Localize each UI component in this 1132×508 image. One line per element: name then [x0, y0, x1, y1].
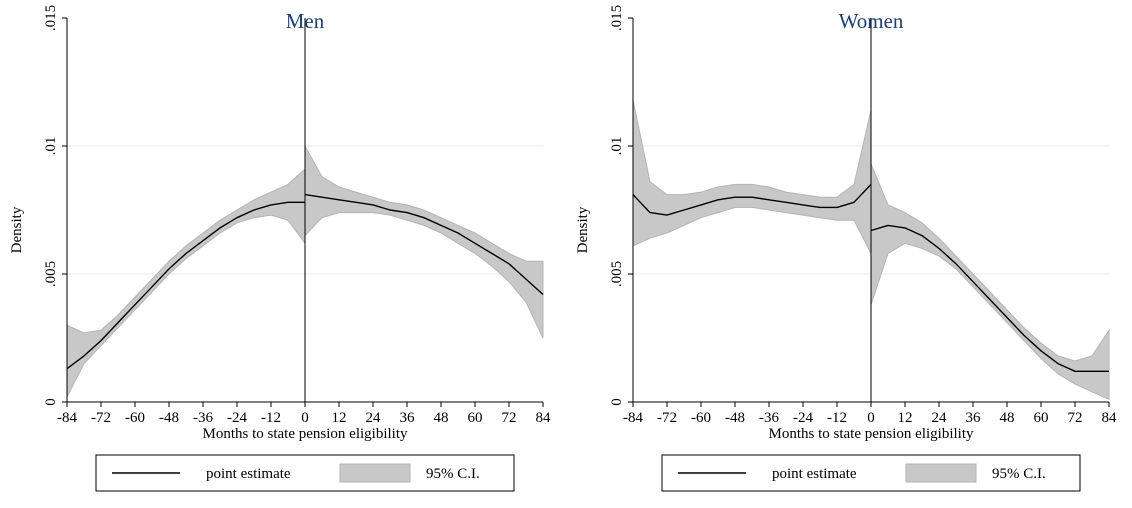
x-tick-label: 12: [332, 410, 347, 426]
estimate-lines: [66, 193, 544, 370]
ci-band: [870, 224, 1110, 401]
x-tick-label: -36: [759, 410, 779, 426]
x-tick-label: 84: [536, 410, 552, 426]
x-tick-label: 84: [1102, 410, 1118, 426]
y-axis-title: Density: [575, 206, 591, 253]
y-tick-label: .005: [43, 261, 59, 287]
x-tick-label: -48: [725, 410, 745, 426]
chart-title: Men: [286, 9, 325, 33]
y-tick-label: .015: [609, 5, 625, 31]
estimate-lines: [632, 183, 1109, 372]
estimate-line: [870, 224, 1109, 372]
x-tick-label: 0: [301, 410, 309, 426]
chart-men: 0 .005 .01 .015 -84 -72 -60 -48 -36 -24 -12 0 12 24 36…: [9, 5, 552, 492]
x-tick-label: -24: [227, 410, 247, 426]
x-tick-label: -48: [159, 410, 179, 426]
y-tick-label: .01: [43, 137, 59, 156]
legend-swatch-band: [905, 463, 977, 483]
x-tick-label: -24: [793, 410, 813, 426]
x-tick-label: -60: [691, 410, 711, 426]
legend-label-ci: 95% C.I.: [426, 466, 480, 482]
panel-women: 0 .005 .01 .015 -84 -72 -60 -48 -36 -24 -12 0 12 24 36…: [566, 0, 1132, 508]
x-tick-label: 48: [1000, 410, 1015, 426]
x-tick-label: -60: [125, 410, 145, 426]
legend: point estimate 95% C.I.: [661, 454, 1081, 492]
legend-label-estimate: point estimate: [772, 466, 857, 482]
x-tick-label: 48: [434, 410, 449, 426]
x-tick-label: 0: [867, 410, 875, 426]
x-tick-label: 24: [932, 410, 948, 426]
x-axis-title: Months to state pension eligibility: [769, 426, 974, 442]
x-tick-label: -36: [193, 410, 213, 426]
x-tick-label: -12: [827, 410, 847, 426]
x-tick-label: 12: [898, 410, 913, 426]
ci-band: [632, 99, 872, 254]
x-tick-label: 36: [966, 410, 982, 426]
legend: point estimate 95% C.I.: [95, 454, 515, 492]
legend-label-ci: 95% C.I.: [992, 466, 1046, 482]
estimate-line: [66, 201, 305, 370]
x-tick-label: -12: [261, 410, 281, 426]
x-tick-label: -84: [623, 410, 643, 426]
x-tick-label: 72: [1068, 410, 1083, 426]
x-tick-label: 72: [502, 410, 517, 426]
chart-women: 0 .005 .01 .015 -84 -72 -60 -48 -36 -24 -12 0 12 24 36…: [575, 5, 1118, 492]
x-axis-title: Months to state pension eligibility: [203, 426, 408, 442]
x-tick-label: 24: [366, 410, 382, 426]
y-tick-label: .015: [43, 5, 59, 31]
x-tick-label: 60: [1034, 410, 1049, 426]
estimate-line: [632, 183, 872, 216]
y-tick-label: .005: [609, 261, 625, 287]
estimate-line: [304, 193, 544, 296]
y-axis-title: Density: [9, 206, 25, 253]
x-tick-label: -72: [91, 410, 111, 426]
y-tick-label: .01: [609, 137, 625, 156]
y-tick-label: 0: [609, 398, 625, 406]
x-tick-label: 36: [400, 410, 416, 426]
legend-swatch-band: [339, 463, 411, 483]
panel-men: 0 .005 .01 .015 -84 -72 -60 -48 -36 -24 -12 0 12 24 36…: [9, 5, 552, 492]
x-tick-label: -84: [57, 410, 77, 426]
ci-band: [304, 144, 544, 339]
x-tick-label: -72: [657, 410, 677, 426]
y-tick-label: 0: [43, 398, 59, 406]
ci-band: [870, 163, 1110, 372]
x-tick-label: 60: [468, 410, 483, 426]
legend-label-estimate: point estimate: [206, 466, 291, 482]
chart-title: Women: [839, 9, 904, 33]
ci-band: [66, 167, 306, 398]
